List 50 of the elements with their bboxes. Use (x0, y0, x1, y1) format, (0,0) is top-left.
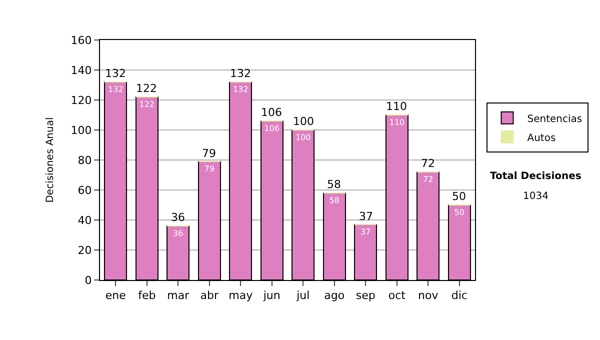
total-label: 106 (261, 106, 282, 119)
x-tick-label: nov (418, 289, 439, 302)
data-label: 106 (264, 124, 280, 133)
data-label: 132 (232, 85, 248, 94)
data-label: 72 (423, 175, 434, 184)
data-label: 100 (295, 133, 311, 142)
data-label: 79 (204, 164, 214, 174)
x-tick-label: mar (167, 289, 190, 302)
total-label: 58 (327, 178, 341, 191)
data-label: 132 (108, 85, 124, 94)
y-tick-label: 60 (78, 184, 92, 197)
legend-label: Autos (527, 132, 556, 144)
y-tick-label: 40 (78, 214, 92, 227)
data-label: 36 (173, 229, 184, 238)
total-label: 79 (202, 147, 216, 160)
total-label: 100 (293, 115, 314, 128)
total-label: 122 (136, 82, 157, 95)
total-label: 37 (359, 210, 373, 223)
data-label: 110 (389, 118, 405, 127)
total-label: 36 (171, 211, 185, 224)
x-tick-label: ene (105, 289, 126, 302)
x-tick-label: sep (356, 289, 376, 302)
y-tick-label: 100 (70, 124, 92, 137)
text: 1034 (523, 191, 548, 202)
total-label: 132 (105, 67, 126, 80)
total-label: 132 (230, 67, 251, 80)
legend-label: Sentencias (527, 114, 582, 125)
data-label: 37 (360, 228, 371, 236)
data-label: 122 (139, 100, 155, 109)
total-label: 50 (452, 190, 466, 203)
y-tick-label: 80 (78, 154, 92, 167)
y-tick-label: 140 (70, 64, 92, 77)
x-tick-label: oct (388, 289, 406, 302)
x-tick-label: abr (200, 289, 219, 302)
y-tick-label: 120 (70, 94, 92, 107)
total-label: 72 (421, 157, 435, 170)
x-tick-label: jun (262, 289, 280, 302)
text: Total Decisiones (490, 171, 582, 182)
total-label: 110 (386, 100, 407, 113)
x-tick-label: feb (138, 289, 156, 302)
y-tick-label: 160 (70, 34, 92, 47)
y-tick-label: 0 (84, 274, 92, 287)
y-tick-label: 20 (78, 244, 92, 257)
x-tick-label: dic (451, 289, 468, 302)
data-label: 58 (329, 196, 340, 205)
x-tick-label: may (228, 289, 254, 302)
data-label: 50 (454, 208, 464, 217)
y-axis-title: Decisiones Anual (44, 117, 56, 203)
x-tick-label: jul (296, 289, 310, 302)
x-tick-label: ago (324, 289, 345, 302)
